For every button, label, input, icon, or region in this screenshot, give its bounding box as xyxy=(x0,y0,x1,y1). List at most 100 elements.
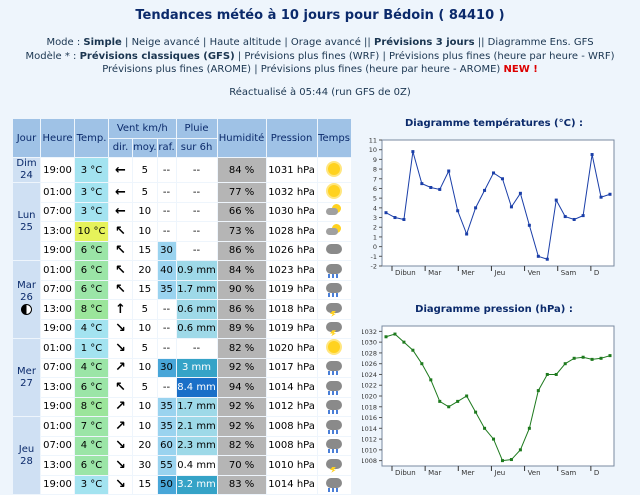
pressure-cell: 1020 hPa xyxy=(266,339,317,358)
wind-gust-cell: -- xyxy=(157,319,176,338)
pressure-cell: 1017 hPa xyxy=(266,358,317,377)
pressure-cell: 1019 hPa xyxy=(266,319,317,338)
rain-icon xyxy=(326,478,343,493)
y-tick-label: 1030 xyxy=(362,339,377,347)
hour-cell: 07:00 xyxy=(41,436,74,455)
hour-cell: 19:00 xyxy=(41,158,74,182)
rain-cell: 8.4 mm xyxy=(176,378,217,397)
humidity-cell: 83 % xyxy=(217,475,266,494)
mode-simple-link[interactable]: Simple xyxy=(83,37,122,48)
hour-cell: 13:00 xyxy=(41,456,74,475)
col-jour: Jour xyxy=(13,119,40,157)
forecast-row: 07:00 3 °C ← 10 -- -- 66 % 1030 hPa xyxy=(13,202,351,221)
weather-cell xyxy=(317,202,351,221)
day-name: Mer xyxy=(17,365,36,377)
humidity-cell: 89 % xyxy=(217,319,266,338)
temp-cell: 3 °C xyxy=(75,183,108,202)
pressure-cell: 1014 hPa xyxy=(266,475,317,494)
mode-3jours-link[interactable]: Prévisions 3 jours xyxy=(373,37,475,48)
weather-cell xyxy=(317,280,351,299)
data-point xyxy=(608,192,612,196)
hour-cell: 01:00 xyxy=(41,417,74,436)
col-pluie-6h: sur 6h xyxy=(176,138,217,157)
weather-cell xyxy=(317,417,351,436)
model-arome-link[interactable]: Prévisions plus fines (AROME) xyxy=(102,64,252,75)
wind-gust-cell: -- xyxy=(157,339,176,358)
rain-cell: 1.7 mm xyxy=(176,397,217,416)
x-tick-label: D xyxy=(594,269,599,277)
temp-cell: 3 °C xyxy=(75,475,108,494)
data-point xyxy=(402,340,406,344)
wind-gust-cell: -- xyxy=(157,158,176,182)
weather-cell xyxy=(317,436,351,455)
mode-label: Mode : xyxy=(46,37,84,48)
model-line: Modèle * : Prévisions classiques (GFS) |… xyxy=(25,50,615,62)
data-point xyxy=(492,171,496,175)
hour-cell: 07:00 xyxy=(41,358,74,377)
wind-direction-icon: ← xyxy=(109,158,132,182)
mode-altitude-link[interactable]: Haute altitude xyxy=(209,37,282,48)
mode-neige-link[interactable]: Neige avancé xyxy=(131,37,200,48)
weather-cell xyxy=(317,183,351,202)
wind-speed-cell: 10 xyxy=(133,319,157,338)
temp-cell: 8 °C xyxy=(75,300,108,319)
hour-cell: 01:00 xyxy=(41,261,74,280)
rain-cell: 3 mm xyxy=(176,358,217,377)
partly-cloudy-icon xyxy=(326,204,342,216)
hour-cell: 13:00 xyxy=(41,378,74,397)
x-tick-label: D xyxy=(594,469,599,477)
data-point xyxy=(474,410,478,414)
moon-phase-icon xyxy=(21,304,32,315)
day-name: Lun xyxy=(17,209,36,221)
col-heure: Heure xyxy=(41,119,74,157)
rain-cell: 2.3 mm xyxy=(176,436,217,455)
y-tick-label: 11 xyxy=(369,137,377,145)
pressure-cell: 1018 hPa xyxy=(266,300,317,319)
x-tick-label: Sam xyxy=(561,469,577,477)
forecast-row: 19:00 8 °C ↗ 10 35 1.7 mm 92 % 1012 hPa xyxy=(13,397,351,416)
data-point xyxy=(536,389,540,393)
hour-cell: 01:00 xyxy=(41,339,74,358)
col-pression: Pression xyxy=(266,119,317,157)
day-name: Jeu xyxy=(18,443,35,455)
hour-cell: 13:00 xyxy=(41,222,74,241)
wind-gust-cell: 60 xyxy=(157,436,176,455)
x-tick-label: Dibun xyxy=(395,469,416,477)
humidity-cell: 84 % xyxy=(217,261,266,280)
y-tick-label: 4 xyxy=(373,204,377,212)
temp-cell: 3 °C xyxy=(75,158,108,182)
model-gfs-link[interactable]: Prévisions classiques (GFS) xyxy=(79,50,235,62)
wind-direction-icon: ↖ xyxy=(109,222,132,241)
data-point xyxy=(483,188,487,192)
thunderstorm-icon xyxy=(326,322,343,333)
mode-orage-link[interactable]: Orage avancé xyxy=(290,37,361,48)
rain-cell: -- xyxy=(176,222,217,241)
humidity-cell: 86 % xyxy=(217,300,266,319)
wind-direction-icon: ↘ xyxy=(109,319,132,338)
data-point xyxy=(456,209,460,213)
wind-direction-icon: ↑ xyxy=(109,300,132,319)
wind-speed-cell: 20 xyxy=(133,261,157,280)
plot-area xyxy=(381,139,615,267)
y-tick-label: 3 xyxy=(373,214,377,222)
model-arome-hourly-link[interactable]: Prévisions plus fines (heure par heure -… xyxy=(260,64,501,75)
data-point xyxy=(384,211,388,215)
pressure-cell: 1010 hPa xyxy=(266,456,317,475)
data-point xyxy=(402,217,406,221)
rain-icon xyxy=(326,283,343,298)
sun-icon xyxy=(328,340,341,353)
model-wrf-link[interactable]: Prévisions plus fines (WRF) xyxy=(244,50,380,62)
wind-speed-cell: 5 xyxy=(133,339,157,358)
forecast-row: 13:00 6 °C ↘ 30 55 0.4 mm 70 % 1010 hPa xyxy=(13,456,351,475)
rain-cell: 0.4 mm xyxy=(176,456,217,475)
data-point xyxy=(465,394,469,398)
y-tick-label: 8 xyxy=(373,166,377,174)
data-point xyxy=(420,362,424,366)
weather-cell xyxy=(317,319,351,338)
model-wrf-hourly-link[interactable]: Prévisions plus fines (heure par heure -… xyxy=(389,50,615,62)
data-point xyxy=(393,332,397,336)
mode-ens-link[interactable]: Diagramme Ens. GFS xyxy=(487,37,594,48)
wind-speed-cell: 10 xyxy=(133,417,157,436)
pressure-cell: 1008 hPa xyxy=(266,436,317,455)
